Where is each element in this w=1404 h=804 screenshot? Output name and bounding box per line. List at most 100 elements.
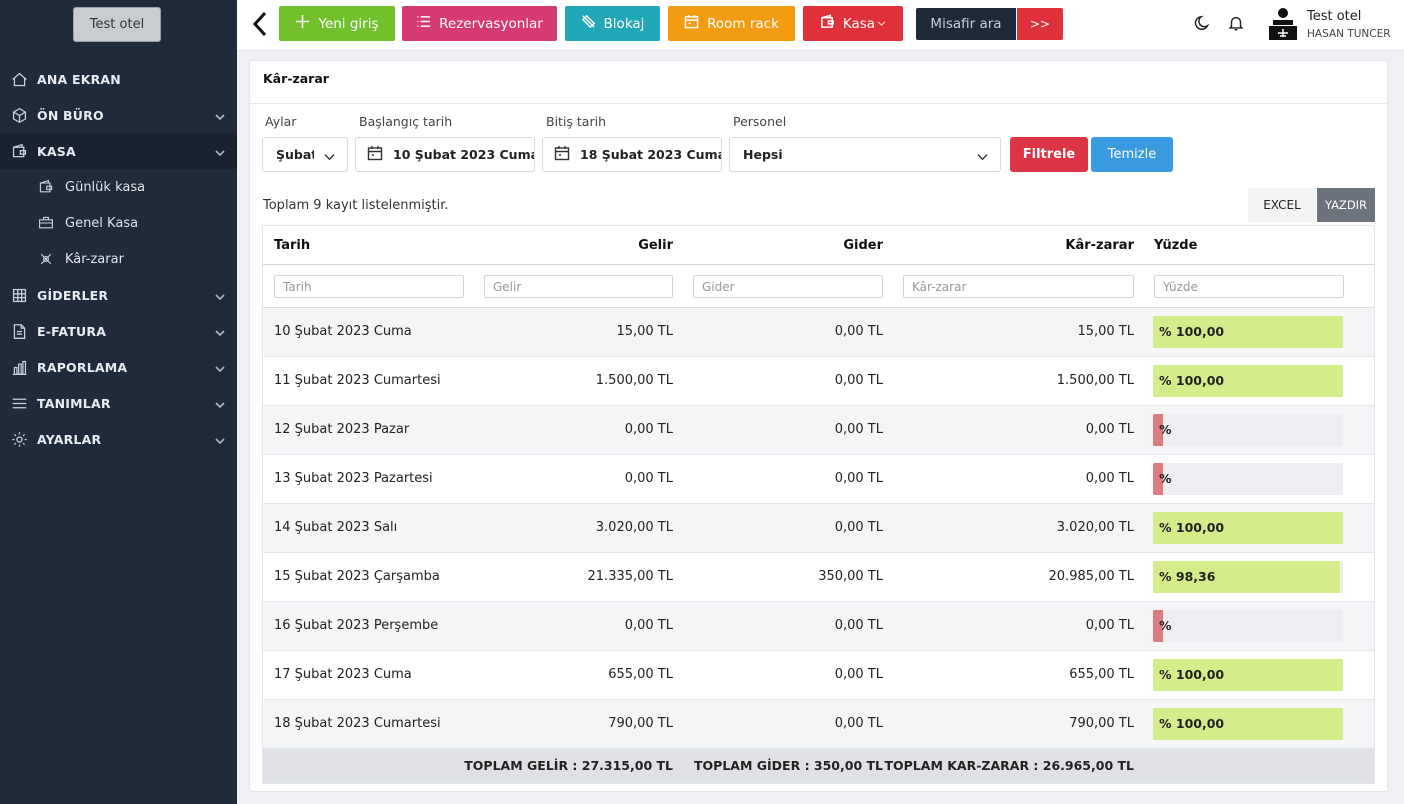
cell-expense: 0,00 TL <box>834 667 883 682</box>
sidebar-item-label: ANA EKRAN <box>37 71 121 87</box>
chevron-down-icon <box>977 150 988 165</box>
sidebar-item-label: KASA <box>37 143 76 159</box>
percent-progress-fill <box>1153 512 1343 544</box>
percent-progress-bar: % 100,00 <box>1153 365 1343 397</box>
income-filter-input[interactable]: Gelir <box>484 275 673 298</box>
cell-expense: 350,00 TL <box>818 569 883 584</box>
guest-search-go-button[interactable]: >> <box>1017 8 1063 40</box>
hotel-selector-button[interactable]: Test otel <box>73 7 161 42</box>
sidebar-item-raporlama[interactable]: RAPORLAMA <box>0 349 237 385</box>
cell-income: 3.020,00 TL <box>595 520 673 535</box>
percent-progress-bar: % <box>1153 610 1343 642</box>
cell-income: 0,00 TL <box>624 618 673 633</box>
box-icon <box>10 106 28 124</box>
guest-search-button[interactable]: Misafir ara <box>916 8 1016 40</box>
sidebar-item-label: RAPORLAMA <box>37 359 128 375</box>
column-header-date[interactable]: Tarih <box>274 238 311 253</box>
chevron-down-icon <box>324 150 335 165</box>
percent-progress-bar: % 100,00 <box>1153 512 1343 544</box>
calendar-icon <box>367 145 383 164</box>
sidebar-subitem-label: Günlük kasa <box>65 179 146 195</box>
profit-filter-input[interactable]: Kâr-zarar <box>903 275 1134 298</box>
column-header-percent[interactable]: Yüzde <box>1154 238 1198 253</box>
cell-date: 18 Şubat 2023 Cumartesi <box>274 716 441 731</box>
avatar[interactable] <box>1267 7 1299 41</box>
balance-icon <box>38 251 55 268</box>
percent-value: % <box>1159 618 1172 633</box>
staff-select[interactable]: Hepsi <box>729 137 1001 172</box>
calendar-icon <box>684 14 699 33</box>
sidebar-item-giderler[interactable]: GİDERLER <box>0 277 237 313</box>
expense-filter-input[interactable]: Gider <box>693 275 883 298</box>
sidebar-item-on-buro[interactable]: ÖN BÜRO <box>0 97 237 133</box>
chevron-down-icon <box>215 398 225 413</box>
table-row: 10 Şubat 2023 Cuma 15,00 TL 0,00 TL 15,00 T… <box>263 308 1374 357</box>
sidebar-item-ayarlar[interactable]: AYARLAR <box>0 421 237 457</box>
date-filter-input[interactable]: Tarih <box>274 275 464 298</box>
sidebar-subitem-kar-zarar[interactable]: Kâr-zarar <box>0 241 237 277</box>
months-select[interactable]: Şubat <box>262 137 348 172</box>
excel-export-button[interactable]: EXCEL <box>1248 188 1316 222</box>
cell-date: 14 Şubat 2023 Salı <box>274 520 398 535</box>
document-icon <box>10 322 28 340</box>
cell-profit: 0,00 TL <box>1085 618 1134 633</box>
percent-progress-bar: % 100,00 <box>1153 316 1343 348</box>
percent-progress-fill <box>1153 316 1343 348</box>
sidebar: Test otel ANA EKRAN ÖN BÜRO KASA Günlük … <box>0 0 237 804</box>
chevron-down-icon <box>215 110 225 125</box>
sidebar-item-label: AYARLAR <box>37 431 102 447</box>
room-rack-button[interactable]: Room rack <box>668 6 795 41</box>
percent-value: % 100,00 <box>1159 667 1225 682</box>
percent-value: % <box>1159 471 1172 486</box>
clear-button[interactable]: Temizle <box>1091 137 1173 172</box>
percent-progress-bar: % 100,00 <box>1153 708 1343 740</box>
filter-button[interactable]: Filtrele <box>1010 137 1088 172</box>
sidebar-item-e-fatura[interactable]: E-FATURA <box>0 313 237 349</box>
cell-date: 12 Şubat 2023 Pazar <box>274 422 410 437</box>
back-arrow-icon[interactable] <box>251 10 271 38</box>
sidebar-subitem-gunluk-kasa[interactable]: Günlük kasa <box>0 169 237 205</box>
end-date-field[interactable]: 18 Şubat 2023 Cuma <box>542 137 722 172</box>
sidebar-item-ana-ekran[interactable]: ANA EKRAN <box>0 61 237 97</box>
cell-profit: 790,00 TL <box>1069 716 1134 731</box>
user-name: Test otel <box>1307 9 1362 24</box>
cell-income: 1.500,00 TL <box>595 373 673 388</box>
wallet-icon <box>38 179 55 196</box>
table-header: Tarih Gelir Gider Kâr-zarar Yüzde <box>263 226 1374 265</box>
chevron-down-icon <box>215 362 225 377</box>
end-date-label: Bitiş tarih <box>546 114 607 129</box>
calendar-icon <box>554 145 570 164</box>
cell-profit: 15,00 TL <box>1077 324 1134 339</box>
percent-progress-fill <box>1153 414 1163 446</box>
cell-profit: 20.985,00 TL <box>1048 569 1134 584</box>
moon-icon[interactable] <box>1194 14 1212 36</box>
home-icon <box>10 70 28 88</box>
new-entry-button[interactable]: Yeni giriş <box>279 6 395 41</box>
start-date-value: 10 Şubat 2023 Cuma <box>393 147 535 162</box>
sidebar-item-label: E-FATURA <box>37 323 107 339</box>
percent-progress-fill <box>1153 708 1343 740</box>
months-select-value: Şubat <box>276 147 314 162</box>
print-button[interactable]: YAZDIR <box>1317 188 1375 222</box>
lines-icon <box>10 394 28 412</box>
sidebar-item-label: TANIMLAR <box>37 395 111 411</box>
cell-income: 0,00 TL <box>624 422 673 437</box>
cell-profit: 0,00 TL <box>1085 471 1134 486</box>
sidebar-item-tanimlar[interactable]: TANIMLAR <box>0 385 237 421</box>
bell-icon[interactable] <box>1227 14 1245 36</box>
column-header-expense[interactable]: Gider <box>843 238 883 253</box>
column-header-income[interactable]: Gelir <box>638 238 673 253</box>
table-row: 16 Şubat 2023 Perşembe 0,00 TL 0,00 TL 0,00… <box>263 602 1374 651</box>
sidebar-item-kasa[interactable]: KASA <box>0 133 237 169</box>
percent-value: % <box>1159 422 1172 437</box>
column-header-profit[interactable]: Kâr-zarar <box>1065 238 1134 253</box>
table-row: 11 Şubat 2023 Cumartesi 1.500,00 TL 0,00 T… <box>263 357 1374 406</box>
cash-dropdown-button[interactable]: Kasa <box>803 6 903 41</box>
cell-expense: 0,00 TL <box>834 618 883 633</box>
cell-date: 16 Şubat 2023 Perşembe <box>274 618 439 633</box>
reservations-button[interactable]: Rezervasyonlar <box>402 6 557 41</box>
percent-filter-input[interactable]: Yüzde <box>1154 275 1344 298</box>
start-date-field[interactable]: 10 Şubat 2023 Cuma <box>355 137 535 172</box>
sidebar-subitem-genel-kasa[interactable]: Genel Kasa <box>0 205 237 241</box>
block-button[interactable]: Blokaj <box>565 6 660 41</box>
